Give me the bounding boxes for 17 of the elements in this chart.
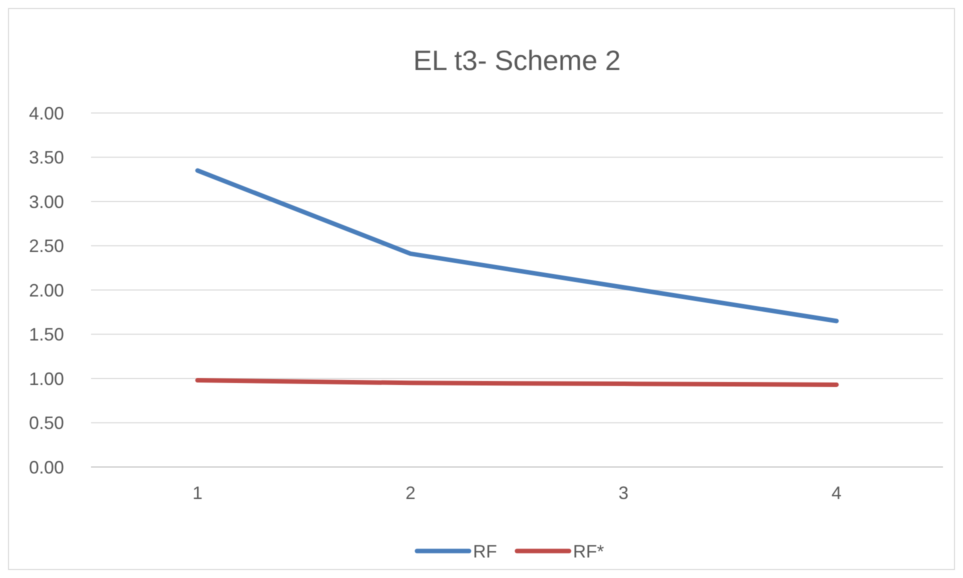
legend-label: RF* <box>573 541 604 562</box>
x-tick-label: 1 <box>192 483 203 503</box>
y-tick-label: 3.00 <box>28 192 64 212</box>
y-tick-label: 4.00 <box>28 103 64 124</box>
x-tick-label: 3 <box>618 483 629 503</box>
y-tick-label: 2.50 <box>28 236 64 256</box>
y-tick-label: 0.50 <box>28 413 64 434</box>
y-tick-label: 1.50 <box>28 324 64 345</box>
x-tick-label: 4 <box>831 483 842 503</box>
y-tick-label: 3.50 <box>28 148 64 168</box>
y-tick-label: 1.00 <box>28 368 64 389</box>
x-tick-label: 2 <box>405 483 416 503</box>
y-tick-label: 2.00 <box>28 280 64 300</box>
chart-title: EL t3- Scheme 2 <box>413 45 621 76</box>
line-series <box>195 168 839 324</box>
y-tick-label: 0.00 <box>28 457 64 478</box>
legend-label: RF <box>473 541 497 562</box>
